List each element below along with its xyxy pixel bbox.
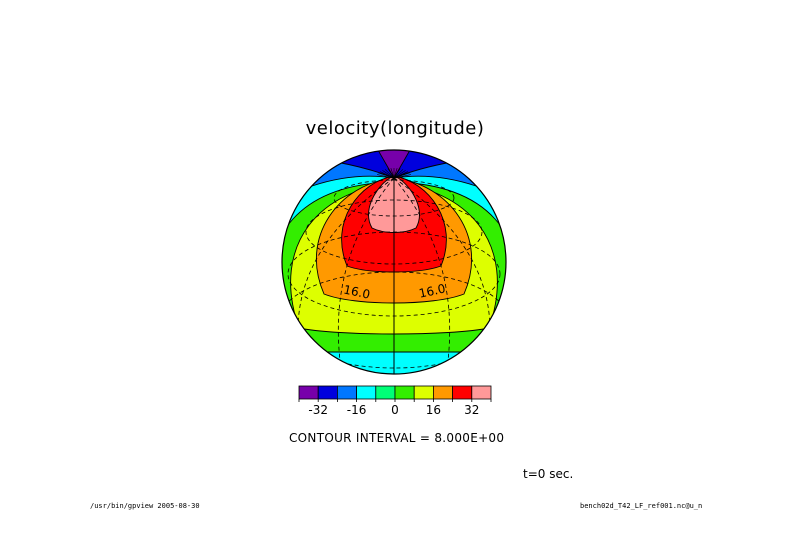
footer-left-text: /usr/bin/gpview 2005-08-30 (90, 502, 200, 510)
time-label: t=0 sec. (523, 467, 574, 481)
contour-label: 16.0 (418, 281, 447, 300)
colorbar-swatch (471, 385, 492, 400)
contour-interval-label: CONTOUR INTERVAL = 8.000E+00 (289, 431, 505, 445)
colorbar-swatch (394, 385, 415, 400)
colorbar-swatch (317, 385, 338, 400)
colorbar-tick-label: 32 (464, 403, 479, 417)
colorbar-swatch (413, 385, 434, 400)
chart-title: velocity(longitude) (305, 118, 485, 139)
colorbar-tick-label: 16 (426, 403, 441, 417)
colorbar-swatch (432, 385, 453, 400)
footer-right-text: bench02d_T42_LF_ref001.nc@u_n (580, 502, 703, 510)
pole-contour-fan (377, 168, 411, 179)
band-purple (377, 150, 411, 179)
contour-label: 16.0 (342, 282, 371, 301)
colorbar-tick-label: 0 (391, 403, 399, 417)
colorbar-swatch (356, 385, 377, 400)
colorbar-tick-label: -32 (308, 403, 328, 417)
colorbar-swatch (298, 385, 319, 400)
globe-outline (281, 149, 507, 375)
colorbar-tick-label: -16 (347, 403, 367, 417)
colorbar-swatch (375, 385, 396, 400)
colorbar-swatch (336, 385, 357, 400)
colorbar-swatch (452, 385, 473, 400)
